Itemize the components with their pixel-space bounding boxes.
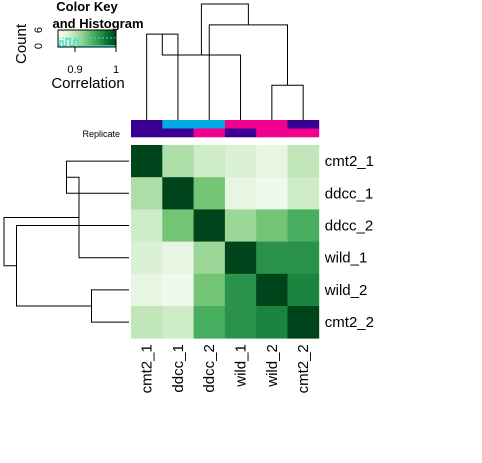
heatmap-cell-ddcc_2-wild_2 <box>256 209 288 242</box>
heatmap-cell-wild_1-wild_2 <box>256 241 288 275</box>
heatmap-cell-ddcc_1-wild_2 <box>256 177 288 210</box>
color-key-xtick-0: 0.9 <box>67 64 82 76</box>
color-key-xlabel: Correlation <box>51 75 124 92</box>
row-dendrogram-link-3 <box>16 225 129 307</box>
heatmap-cell-wild_2-wild_1 <box>224 273 257 307</box>
color-key-swatch-17 <box>99 30 102 47</box>
annotation-cell-1-3 <box>224 128 257 138</box>
annotation-cell-1-5 <box>287 128 320 138</box>
heatmap-cell-ddcc_2-wild_1 <box>224 209 257 242</box>
column-label-ddcc_1: ddcc_1 <box>170 344 187 392</box>
heatmap-cell-wild_2-ddcc_1 <box>162 273 194 307</box>
color-key-title-line2: and Histogram <box>52 16 143 31</box>
color-key-swatch-22 <box>111 30 114 47</box>
color-key-swatch-9 <box>79 30 83 47</box>
annotation-cell-1-4 <box>256 128 288 138</box>
heatmap-cell-cmt2_1-wild_2 <box>256 145 288 178</box>
heatmap-cell-wild_2-cmt2_1 <box>131 273 163 307</box>
heatmap-cell-wild_1-ddcc_1 <box>162 241 194 275</box>
column-dendrogram <box>146 3 304 120</box>
replicate-annotation-bar <box>131 120 320 138</box>
heatmap-cell-cmt2_2-ddcc_1 <box>162 306 194 339</box>
heatmap-cell-cmt2_1-ddcc_2 <box>193 145 226 178</box>
color-key-swatch-2 <box>62 30 66 47</box>
color-key-swatch-19 <box>103 30 107 47</box>
heatmap-cell-ddcc_1-wild_1 <box>224 177 257 210</box>
annotation-cell-0-3 <box>224 120 257 129</box>
annotation-cell-1-2 <box>193 128 226 138</box>
heatmap-cell-wild_2-wild_2 <box>256 273 288 307</box>
row-label-wild_1: wild_1 <box>324 250 368 267</box>
annotation-cell-0-2 <box>193 120 226 129</box>
heatmap-cell-wild_1-ddcc_2 <box>193 241 226 275</box>
column-label-cmt2_2: cmt2_2 <box>295 344 312 393</box>
heatmap-cell-cmt2_2-ddcc_2 <box>193 306 226 339</box>
color-key-ytick-0: 0 <box>33 43 45 49</box>
column-dendrogram-link-4 <box>200 3 249 56</box>
heatmap-cell-cmt2_2-cmt2_1 <box>131 306 163 339</box>
heatmap-cell-cmt2_1-ddcc_1 <box>162 145 194 178</box>
heatmap-cell-cmt2_2-wild_1 <box>224 306 257 339</box>
heatmap-cell-ddcc_2-cmt2_2 <box>287 209 320 242</box>
row-dendrogram-link-4 <box>3 216 79 267</box>
heatmap-cell-ddcc_1-cmt2_1 <box>131 177 163 210</box>
column-dendrogram-link-1 <box>271 84 304 120</box>
color-key-swatch-6 <box>72 30 76 47</box>
heatmap-cell-cmt2_1-cmt2_2 <box>287 145 320 178</box>
heatmap-cell-wild_1-wild_1 <box>224 241 257 275</box>
heatmap-cell-ddcc_2-ddcc_1 <box>162 209 194 242</box>
heatmap-cell-wild_2-cmt2_2 <box>287 273 320 307</box>
row-label-cmt2_1: cmt2_1 <box>325 153 374 170</box>
color-key-frame <box>57 29 117 48</box>
row-label-wild_2: wild_2 <box>324 282 368 299</box>
column-label-cmt2_1: cmt2_1 <box>139 344 156 393</box>
heatmap-cell-ddcc_2-ddcc_2 <box>193 209 226 242</box>
heatmap-cells <box>131 145 320 339</box>
color-key-title-line1: Color Key <box>56 0 118 14</box>
color-key-ylabel: Count <box>13 23 30 64</box>
color-key-ytick-1: 6 <box>33 27 45 33</box>
annotation-cell-1-1 <box>162 128 194 138</box>
heatmap-cell-cmt2_2-wild_2 <box>256 306 288 339</box>
row-label-cmt2_2: cmt2_2 <box>325 314 374 331</box>
column-dendrogram-link-3 <box>208 24 288 120</box>
heatmap-cell-ddcc_1-ddcc_2 <box>193 177 226 210</box>
color-key-histogram <box>58 37 116 47</box>
color-key-xtick-1: 1 <box>113 64 119 76</box>
heatmap-cell-cmt2_2-cmt2_2 <box>287 306 320 339</box>
color-key-swatch-1 <box>60 30 64 47</box>
annotation-cell-0-4 <box>256 120 288 129</box>
column-label-ddcc_2: ddcc_2 <box>201 344 218 392</box>
column-label-wild_1: wild_1 <box>233 344 250 388</box>
annotation-cell-0-1 <box>162 120 194 129</box>
row-label-ddcc_1: ddcc_1 <box>325 185 373 202</box>
heatmap-cell-cmt2_1-wild_1 <box>224 145 257 178</box>
annotation-cell-1-0 <box>131 128 163 138</box>
column-label-wild_2: wild_2 <box>264 344 281 388</box>
heatmap-cell-wild_1-cmt2_2 <box>287 241 320 275</box>
row-dendrogram-link-1 <box>91 289 129 323</box>
color-key-swatch-12 <box>87 30 90 47</box>
annotation-cell-0-0 <box>131 120 163 129</box>
column-labels: cmt2_1 ddcc_1 ddcc_2 wild_1 wild_2 cmt2_2 <box>139 344 313 393</box>
color-key-swatch-11 <box>84 30 88 47</box>
color-key-swatch-7 <box>74 30 78 47</box>
heatmap-cell-ddcc_1-ddcc_1 <box>162 177 194 210</box>
annotation-label: Replicate <box>82 129 120 139</box>
row-dendrogram <box>3 160 129 323</box>
row-label-ddcc_2: ddcc_2 <box>325 218 373 235</box>
color-key-swatch-14 <box>91 30 95 47</box>
heatmap-cell-wild_1-cmt2_1 <box>131 241 163 275</box>
heatmap-cell-ddcc_2-cmt2_1 <box>131 209 163 242</box>
heatmap-cell-ddcc_1-cmt2_2 <box>287 177 320 210</box>
heatmap-cell-wild_2-ddcc_2 <box>193 273 226 307</box>
row-labels: cmt2_1 ddcc_1 ddcc_2 wild_1 wild_2 cmt2_2 <box>324 153 374 331</box>
heatmap-cell-cmt2_1-cmt2_1 <box>131 145 163 178</box>
color-key: Color Key and Histogram Count 0 6 0.9 1 … <box>13 0 144 92</box>
color-key-histogram-line <box>58 38 116 47</box>
annotation-cell-0-5 <box>287 120 320 129</box>
